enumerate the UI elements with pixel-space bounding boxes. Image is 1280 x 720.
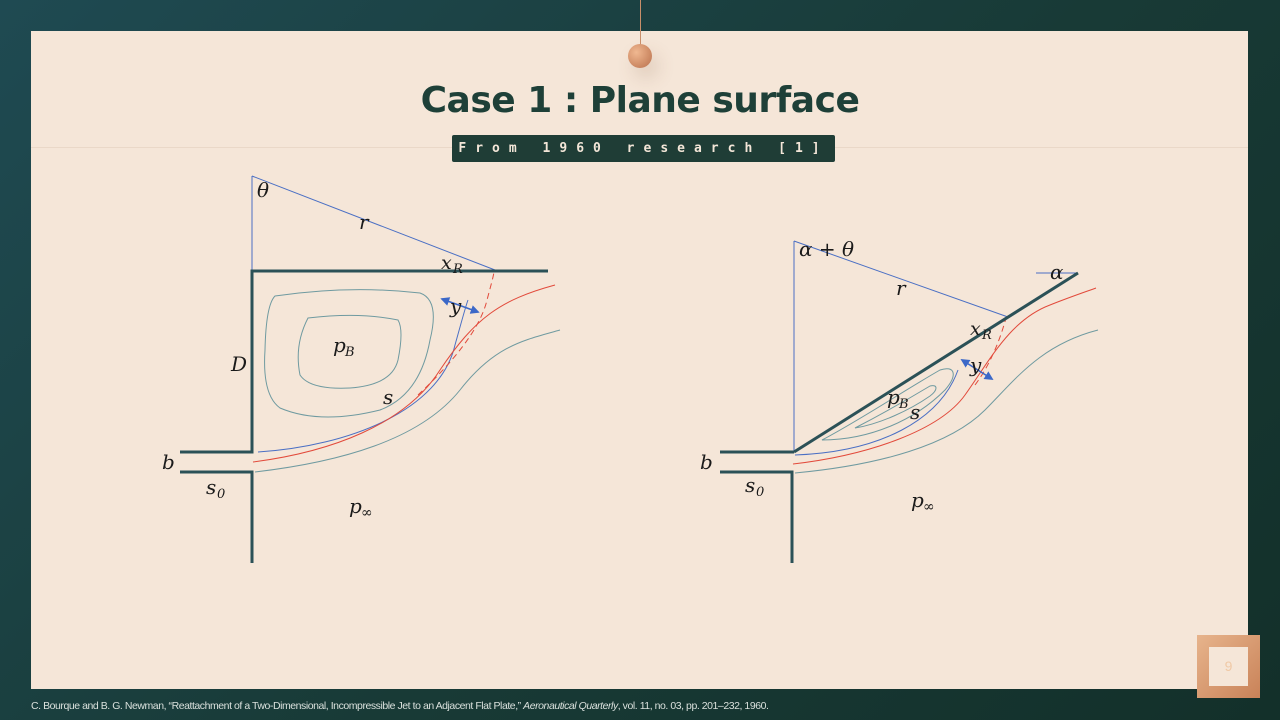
pin-string bbox=[640, 0, 641, 46]
left-x-subscript: R bbox=[452, 262, 463, 277]
right-diagram: α + θ α r x R y p B s b s 0 p ∞ bbox=[700, 237, 1099, 563]
citation-journal: Aeronautical Quarterly bbox=[523, 700, 618, 712]
left-radius-line bbox=[251, 175, 496, 271]
citation: C. Bourque and B. G. Newman, “Reattachme… bbox=[31, 700, 769, 712]
right-s0-subscript: 0 bbox=[756, 485, 764, 500]
left-lower-wall bbox=[180, 470, 254, 563]
citation-details: , vol. 11, no. 03, pp. 201–232, 1960. bbox=[617, 700, 769, 712]
pin-ornament bbox=[628, 44, 652, 68]
left-s0-subscript: 0 bbox=[217, 487, 225, 502]
left-s0-label: s bbox=[206, 475, 216, 499]
left-wall bbox=[180, 269, 548, 454]
right-s-label: s bbox=[910, 400, 920, 424]
right-b-label: b bbox=[700, 450, 713, 474]
right-pB-label: p bbox=[887, 385, 900, 409]
right-y-label: y bbox=[969, 353, 982, 377]
left-x-label: x bbox=[441, 252, 452, 274]
left-diagram: θ r x R y D p B s b s 0 p ∞ bbox=[162, 175, 561, 563]
left-pinf-subscript: ∞ bbox=[361, 505, 373, 521]
right-pinf-subscript: ∞ bbox=[923, 499, 935, 515]
left-outer-streamline bbox=[254, 329, 561, 473]
left-pB-subscript: B bbox=[344, 345, 355, 360]
right-inclined-plate bbox=[793, 271, 1079, 454]
right-inner-contour bbox=[854, 385, 937, 429]
right-x-label: x bbox=[970, 318, 981, 340]
left-D-label: D bbox=[230, 352, 247, 376]
right-y-arrow bbox=[960, 359, 994, 380]
left-pinf-label: p bbox=[349, 494, 362, 518]
right-s0-label: s bbox=[745, 473, 755, 497]
right-r-label: r bbox=[896, 276, 907, 300]
left-y-arrow bbox=[440, 297, 480, 314]
right-outer-streamline bbox=[794, 329, 1099, 474]
right-pB-subscript: B bbox=[898, 397, 909, 412]
left-b-label: b bbox=[162, 450, 175, 474]
right-outer-contour bbox=[821, 368, 954, 441]
left-y-label: y bbox=[449, 294, 462, 318]
left-inner-contour bbox=[297, 314, 402, 389]
slide-subtitle: From 1960 research [1] bbox=[452, 135, 835, 162]
right-lower-wall bbox=[720, 470, 794, 563]
left-r-label: r bbox=[359, 210, 370, 234]
left-outer-contour bbox=[264, 289, 434, 418]
right-angle-label: α + θ bbox=[799, 237, 854, 261]
page-number-badge: 9 bbox=[1197, 635, 1260, 698]
right-dividing-streamline bbox=[794, 369, 959, 456]
left-s-label: s bbox=[383, 385, 393, 409]
page-number: 9 bbox=[1209, 647, 1248, 686]
left-dashed-streamline bbox=[417, 271, 495, 396]
right-alpha-label: α bbox=[1050, 260, 1064, 284]
left-theta-label: θ bbox=[257, 178, 269, 202]
right-pinf-label: p bbox=[911, 488, 924, 512]
left-pB-label: p bbox=[333, 333, 346, 357]
slide-title: Case 1 : Plane surface bbox=[420, 80, 860, 121]
left-jet-edge bbox=[252, 284, 556, 463]
citation-text: C. Bourque and B. G. Newman, “Reattachme… bbox=[31, 700, 524, 712]
right-x-subscript: R bbox=[981, 328, 992, 343]
right-radius-line bbox=[793, 240, 1009, 318]
